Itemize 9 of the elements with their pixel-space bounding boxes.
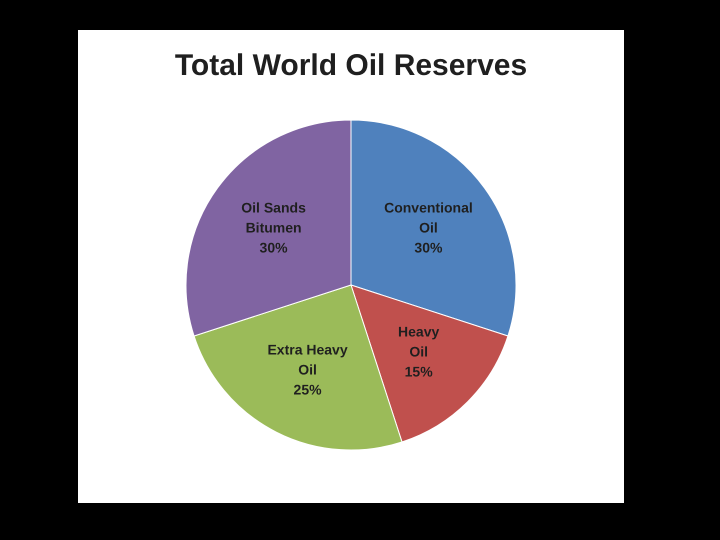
data-label: 25% bbox=[294, 380, 322, 397]
data-label: 15% bbox=[404, 363, 434, 380]
data-label: 30% bbox=[260, 239, 288, 256]
data-label: 30% bbox=[414, 239, 443, 256]
slice-label: Extra Heavy Oil bbox=[267, 340, 348, 377]
slice-label: Oil Sands Bitumen bbox=[241, 199, 306, 236]
chart-title: Total World Oil Reserves bbox=[174, 49, 528, 82]
slice-label: Heavy Oil bbox=[398, 323, 440, 360]
slice-label: Conventional Oil bbox=[384, 199, 473, 236]
